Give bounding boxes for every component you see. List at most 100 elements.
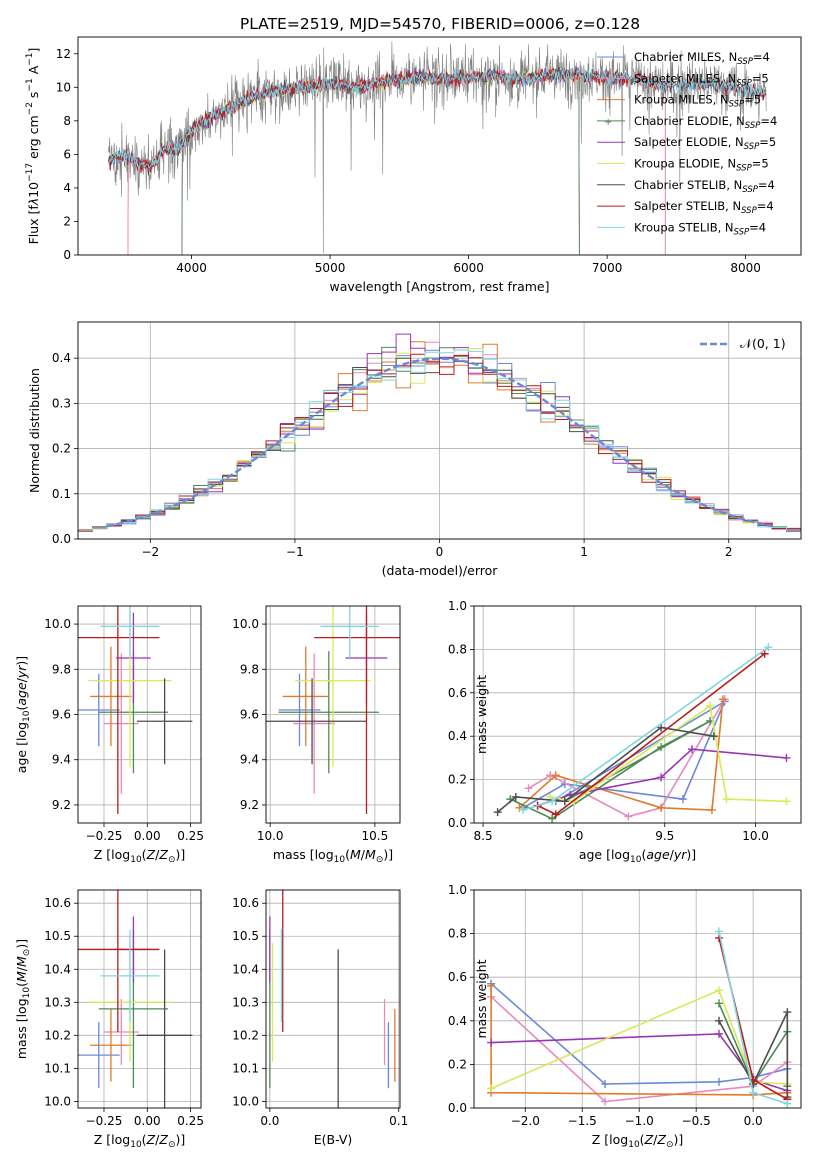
age-vs-mass-xlabel: mass [log10(M/M⊙)] xyxy=(273,847,393,865)
mass_vs_ebv-ytick-label-5: 10.5 xyxy=(232,929,259,943)
mass_vs_Z-panel: −0.25 0.00 0.25 10.0 10.1 10.2 10.3 10.4 10.5 10.… xyxy=(14,889,204,1150)
age_vs_mass-point-salpeter-stelib xyxy=(314,606,400,814)
weight_vs_age-line-kroupa-elodie-marker-4 xyxy=(782,797,791,806)
weight_vs_age-line-kroupa-elodie-marker-3 xyxy=(722,795,731,804)
weight_vs_age-series xyxy=(493,643,791,823)
residuals-xtick-label-3: 1 xyxy=(580,545,588,559)
weight_vs_age-line-salpeter-miles-marker-0 xyxy=(524,784,533,793)
legend-label-8: Kroupa STELIB, NSSP=4 xyxy=(634,220,766,237)
age_vs_Z-xtick-label-0: −0.25 xyxy=(86,829,123,843)
residuals-ylabel: Normed distribution xyxy=(27,368,42,493)
weight_vs_age-ytick-label-4: 0.8 xyxy=(448,642,467,656)
age_vs_mass-ytick-label-1: 9.4 xyxy=(240,753,259,767)
axes-frame xyxy=(77,889,202,1109)
mass_vs_Z-ytick-label-5: 10.5 xyxy=(44,929,71,943)
age_vs_Z-xtick-label-2: 0.25 xyxy=(177,829,204,843)
mass_vs_Z-ytick-label-6: 10.6 xyxy=(44,896,71,910)
age_vs_Z-point-salpeter-elodie xyxy=(116,612,151,704)
weight_vs_age-line-chabrier-stelib-marker-1 xyxy=(511,792,520,801)
residuals-xtick-label-2: 0 xyxy=(436,545,444,559)
age_vs_mass-point-salpeter-miles xyxy=(293,653,336,794)
weight_vs_Z-xtick-label-0: −2.0 xyxy=(511,1114,540,1128)
normal-curve xyxy=(106,357,773,528)
spectrum-ytick-label-5: 10 xyxy=(56,80,71,94)
weight_vs_Z-xtick-label-2: −1.0 xyxy=(625,1114,654,1128)
legend-label-7: Salpeter STELIB, NSSP=4 xyxy=(634,199,774,216)
legend-label-4: Salpeter ELODIE, NSSP=5 xyxy=(634,135,776,152)
mass-vs-ebv-xlabel: E(B-V) xyxy=(314,1132,353,1147)
residuals-ytick-label-4: 0.4 xyxy=(52,351,71,365)
weight_vs_Z-line-chabrier-elodie-marker-0 xyxy=(714,999,723,1008)
age_vs_mass-panel: 10.0 10.5 9.2 9.4 9.6 9.8 10.0 mass [log10(M/M⊙… xyxy=(232,605,401,865)
age_vs_Z-ytick-label-1: 9.4 xyxy=(52,753,71,767)
axes-frame xyxy=(265,605,401,824)
age_vs_mass-errorbars xyxy=(266,606,400,814)
weight_vs_Z-panel: −2.0 −1.5 −1.0 −0.5 0.0 0.0 0.2 0.4 0.6 0.8 1.0 Z [… xyxy=(448,883,802,1150)
mass_vs_Z-ytick-label-0: 10.0 xyxy=(44,1094,71,1108)
spectrum-xtick-label-4: 8000 xyxy=(730,261,761,275)
mass_vs_Z-point-salpeter-stelib xyxy=(78,890,160,1033)
mass_vs_Z-xtick-label-1: 0.00 xyxy=(134,1114,161,1128)
mass_vs_ebv-panel: 0.0 0.1 10.0 10.1 10.2 10.3 10.4 10.5 10.6 E(B-V) xyxy=(232,889,408,1147)
legend-label-5: Kroupa ELODIE, NSSP=5 xyxy=(634,157,769,174)
weight_vs_age-ytick-label-1: 0.2 xyxy=(448,773,467,787)
legend-label-6: Chabrier STELIB, NSSP=4 xyxy=(634,178,775,195)
age_vs_mass-point-chabrier-stelib xyxy=(266,678,367,765)
weight_vs_Z-line-chabrier-miles-marker-1 xyxy=(601,1080,610,1089)
figure-title: PLATE=2519, MJD=54570, FIBERID=0006, z=0… xyxy=(240,15,640,33)
weight_vs_Z-ytick-label-4: 0.8 xyxy=(448,927,467,941)
weight-vs-Z-ylabel: mass weight xyxy=(474,959,489,1038)
mass_vs_Z-point-chabrier-miles xyxy=(78,1022,120,1089)
mass_vs_ebv-errorbars xyxy=(269,890,396,1108)
mass_vs_Z-ytick-label-3: 10.3 xyxy=(44,995,71,1009)
mass_vs_Z-point-chabrier-stelib xyxy=(136,949,193,1108)
mass_vs_ebv-ytick-label-6: 10.6 xyxy=(232,896,259,910)
mass_vs_ebv-ytick-label-2: 10.2 xyxy=(232,1028,259,1042)
age_vs_mass-ytick-label-0: 9.2 xyxy=(240,798,259,812)
axes-frame xyxy=(77,605,202,824)
age-vs-Z-ylabel: age [log10(age/yr)] xyxy=(14,656,32,773)
spectrum-xtick-label-2: 6000 xyxy=(453,261,484,275)
spectrum-panel: 4000 5000 6000 7000 8000 0 2 4 6 8 10 12 Chabrier MI… xyxy=(25,36,802,294)
axes-frame xyxy=(265,889,401,1109)
age_vs_Z-point-kroupa-stelib xyxy=(100,606,160,658)
mass_vs_ebv-xtick-label-1: 0.1 xyxy=(389,1114,408,1128)
mass_vs_Z-point-kroupa-stelib xyxy=(100,929,160,1023)
spectrum-xtick-label-3: 7000 xyxy=(592,261,623,275)
weight_vs_age-ytick-label-0: 0.0 xyxy=(448,816,467,830)
weight_vs_age-line-chabrier-stelib-marker-4 xyxy=(709,732,718,741)
weight_vs_age-line-kroupa-miles-marker-4 xyxy=(718,695,727,704)
weight_vs_Z-line-kroupa-miles-marker-0 xyxy=(487,981,496,990)
spectrum-xlabel: wavelength [Angstrom, rest frame] xyxy=(329,279,549,294)
weight_vs_Z-line-chabrier-stelib-marker-0 xyxy=(714,1016,723,1025)
weight-vs-age-ylabel: mass weight xyxy=(474,675,489,754)
weight_vs_age-line-kroupa-stelib-marker-1 xyxy=(548,797,557,806)
mass_vs_Z-ytick-label-1: 10.1 xyxy=(44,1061,71,1075)
age_vs_Z-point-chabrier-miles xyxy=(78,673,120,747)
mass_vs_Z-errorbars xyxy=(78,890,193,1108)
residuals-ytick-label-2: 0.2 xyxy=(52,442,71,456)
weight_vs_age-panel: 8.5 9.0 9.5 10.0 0.0 0.2 0.4 0.6 0.8 1.0 age [log1… xyxy=(448,599,802,865)
age_vs_mass-xtick-label-1: 10.5 xyxy=(362,829,389,843)
weight_vs_Z-xtick-label-4: 0.0 xyxy=(744,1114,763,1128)
axes-frame xyxy=(77,321,802,540)
age_vs_mass-point-kroupa-elodie xyxy=(295,606,371,767)
weight_vs_Z-line-kroupa-elodie xyxy=(490,989,788,1090)
spectrum-ytick-label-1: 2 xyxy=(63,214,71,228)
spectrum-lines xyxy=(108,41,767,255)
residuals-ytick-label-1: 0.1 xyxy=(52,487,71,501)
spectrum-ytick-label-0: 0 xyxy=(63,248,71,262)
age_vs_Z-point-chabrier-stelib xyxy=(136,678,193,765)
age-vs-Z-xlabel: Z [log10(Z/Z⊙)] xyxy=(94,847,186,865)
weight_vs_age-ytick-label-2: 0.4 xyxy=(448,729,467,743)
weight_vs_age-line-chabrier-elodie-marker-1 xyxy=(548,814,557,823)
weight_vs_Z-line-chabrier-stelib-marker-2 xyxy=(783,1008,792,1017)
weight_vs_Z-line-chabrier-miles-marker-2 xyxy=(714,1077,723,1086)
weight_vs_Z-line-kroupa-stelib-marker-2 xyxy=(783,1099,792,1108)
axes-frame xyxy=(77,36,802,256)
weight_vs_Z-line-salpeter-elodie-marker-0 xyxy=(487,1038,496,1047)
weight_vs_Z-xtick-label-1: −1.5 xyxy=(568,1114,597,1128)
age_vs_mass-point-chabrier-miles xyxy=(278,673,321,747)
mass_vs_ebv-ytick-label-0: 10.0 xyxy=(232,1094,259,1108)
weight_vs_Z-ytick-label-1: 0.2 xyxy=(448,1057,467,1071)
